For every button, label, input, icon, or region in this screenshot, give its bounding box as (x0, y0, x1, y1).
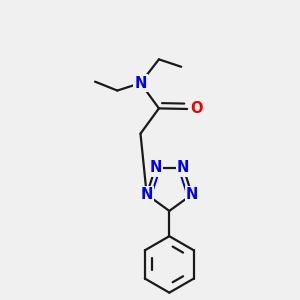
Text: N: N (149, 160, 161, 175)
Text: O: O (190, 101, 202, 116)
Text: N: N (134, 76, 147, 91)
Text: N: N (140, 187, 153, 202)
Text: N: N (177, 160, 190, 175)
Text: N: N (186, 187, 198, 202)
